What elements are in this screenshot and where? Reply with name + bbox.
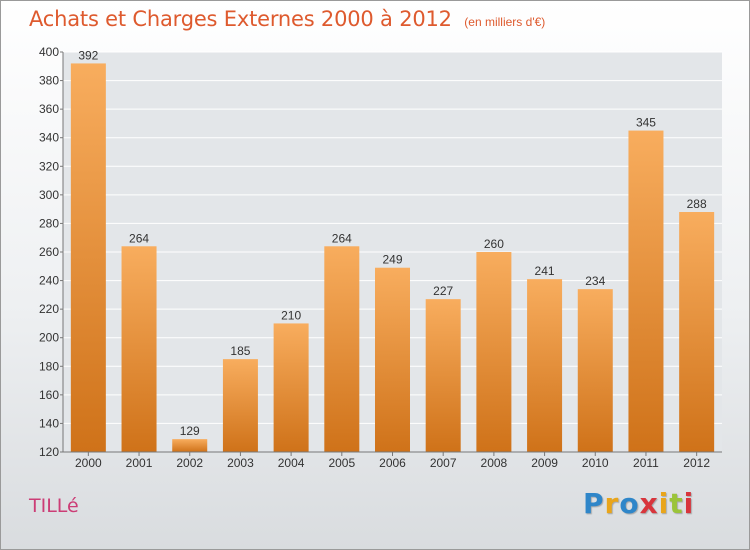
x-tick-label: 2012	[683, 456, 710, 470]
x-tick-label: 2010	[582, 456, 609, 470]
bar-2001	[121, 246, 157, 452]
chart-unit-note: (en milliers d'€)	[464, 15, 546, 29]
y-tick-label: 340	[39, 131, 59, 145]
bar-2009	[527, 279, 563, 452]
y-tick-label: 220	[39, 302, 59, 316]
logo-letter: t	[669, 487, 684, 520]
x-tick-label: 2004	[278, 456, 305, 470]
y-tick-label: 380	[39, 74, 59, 88]
x-tick-label: 2001	[126, 456, 153, 470]
logo-letter: P	[583, 487, 605, 520]
data-label: 264	[332, 231, 352, 245]
bar-2011	[628, 130, 664, 453]
proxiti-logo: Proxiti	[583, 487, 694, 520]
bar-2007	[425, 299, 461, 452]
x-tick-label: 2009	[531, 456, 558, 470]
data-label: 249	[382, 253, 402, 267]
data-label: 185	[230, 344, 250, 358]
data-label: 241	[535, 264, 555, 278]
data-label: 227	[433, 284, 453, 298]
logo-letter: i	[683, 487, 695, 520]
bars: 392 264 129 185 210 264 249 227 260 241 234 345 288	[70, 48, 715, 453]
logo-letter: r	[604, 487, 620, 520]
x-tick-label: 2003	[227, 456, 254, 470]
y-tick-label: 400	[39, 45, 59, 59]
y-tick-label: 300	[39, 188, 59, 202]
y-tick-label: 280	[39, 216, 59, 230]
bar-2012	[679, 212, 715, 452]
logo-letter: i	[658, 487, 670, 520]
bar-2008	[476, 252, 512, 452]
data-label: 260	[484, 237, 504, 251]
x-tick-label: 2000	[75, 456, 102, 470]
data-label: 264	[129, 231, 149, 245]
title-row: Achats et Charges Externes 2000 à 2012 (…	[29, 7, 545, 31]
x-tick-label: 2011	[633, 456, 659, 470]
bar-2000	[70, 63, 106, 453]
chart-title: Achats et Charges Externes 2000 à 2012	[29, 7, 452, 31]
bar-2004	[273, 323, 309, 452]
bar-2005	[324, 246, 360, 452]
data-label: 129	[180, 424, 200, 438]
x-tick-label: 2006	[379, 456, 406, 470]
y-tick-label: 140	[39, 416, 59, 430]
data-label: 345	[636, 116, 656, 130]
y-tick-label: 160	[39, 388, 59, 402]
bar-2010	[577, 289, 613, 452]
y-tick-label: 200	[39, 331, 59, 345]
data-label: 210	[281, 308, 301, 322]
y-tick-label: 120	[39, 445, 59, 459]
y-tick-label: 240	[39, 274, 59, 288]
bar-2006	[375, 267, 410, 452]
data-label: 288	[687, 197, 707, 211]
logo-letter: o	[619, 487, 640, 520]
logo-letter: x	[639, 487, 659, 520]
commune-name: TILLé	[29, 495, 79, 517]
x-tick-label: 2005	[328, 456, 355, 470]
data-label: 234	[585, 274, 605, 288]
y-tick-label: 260	[39, 245, 59, 259]
bar-2002	[172, 439, 208, 452]
bar-2003	[222, 359, 258, 452]
y-tick-label: 320	[39, 159, 59, 173]
data-label: 392	[78, 48, 98, 62]
x-tick-label: 2007	[430, 456, 457, 470]
x-tick-label: 2002	[176, 456, 203, 470]
y-tick-label: 180	[39, 359, 59, 373]
x-tick-label: 2008	[481, 456, 508, 470]
y-tick-label: 360	[39, 102, 59, 116]
axes: 120 140 160 180 200 220 240 260 280 300 320 340 360 3…	[39, 45, 722, 470]
